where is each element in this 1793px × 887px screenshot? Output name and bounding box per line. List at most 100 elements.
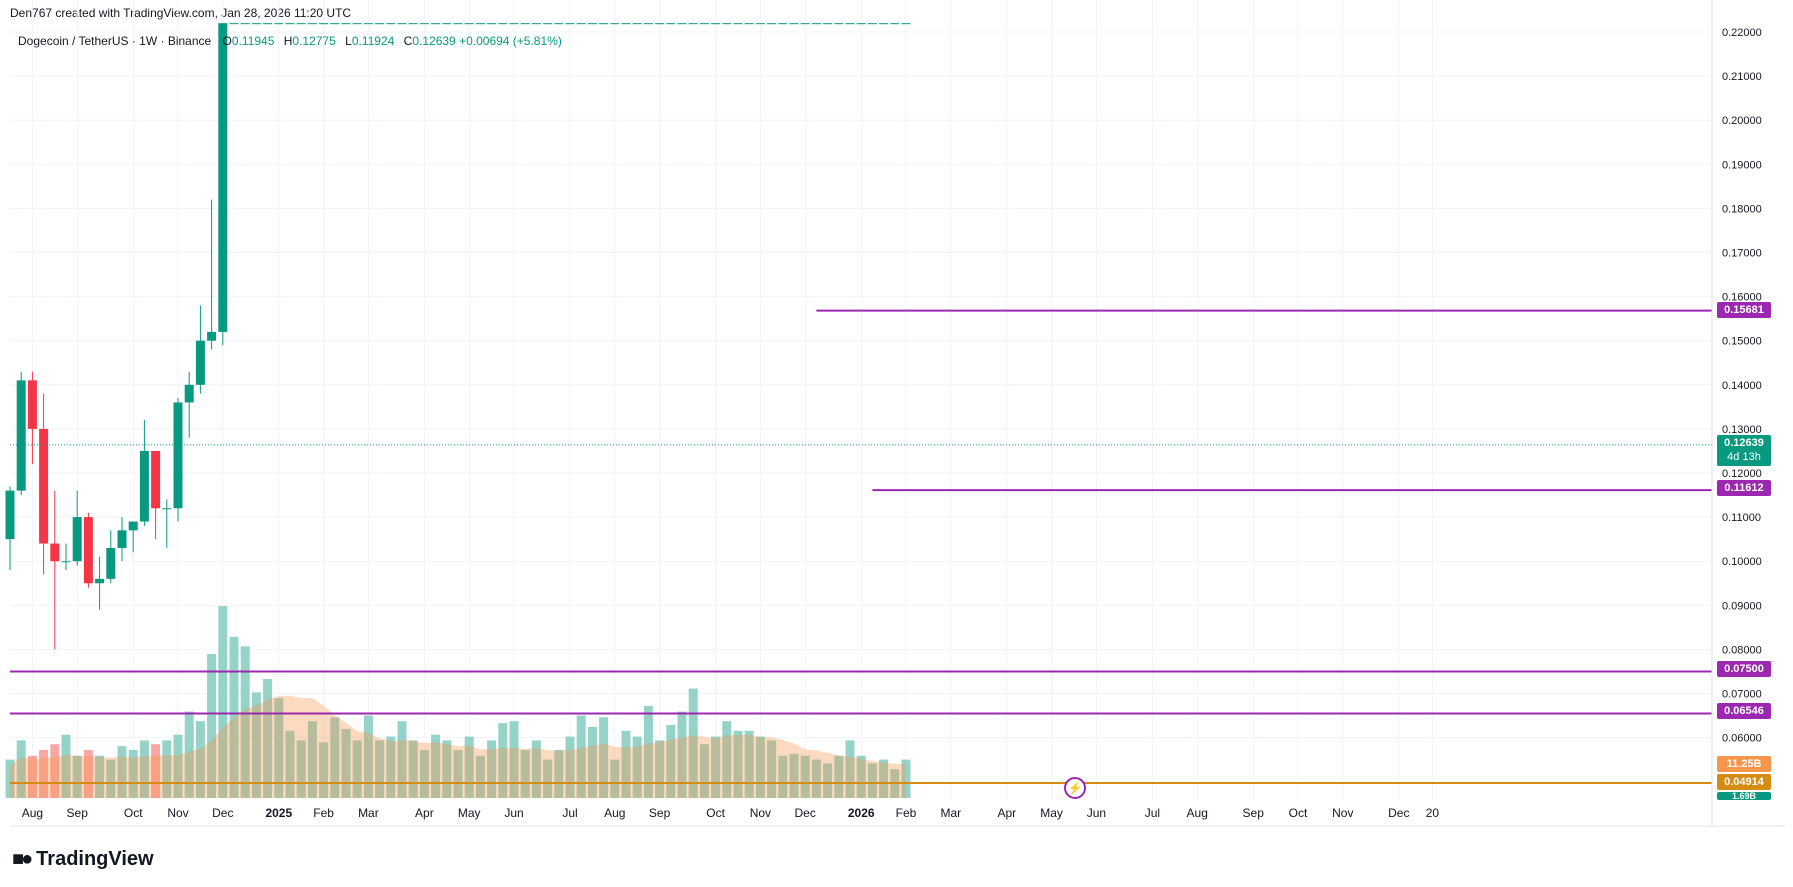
candle-body [543, 23, 553, 25]
candle [408, 23, 418, 25]
candle [229, 23, 239, 25]
volume-bar [655, 740, 665, 798]
volume-bar [643, 705, 653, 798]
low-label: L [345, 34, 352, 48]
volume-bar [363, 715, 373, 798]
tradingview-logo-icon: ■● [12, 848, 33, 870]
candle-body [879, 23, 889, 25]
candle-body [375, 23, 385, 25]
candle [655, 23, 665, 25]
candle-body [173, 402, 183, 509]
candle [128, 521, 138, 553]
x-tick-label: Mar [940, 806, 961, 820]
candle [464, 23, 474, 25]
volume-bar [397, 721, 407, 798]
candle [834, 23, 844, 25]
x-tick-label: Apr [415, 806, 434, 820]
candle-body [307, 23, 317, 25]
candle-body [274, 23, 284, 25]
level-tag-075: 0.07500 [1717, 661, 1771, 677]
candle [699, 23, 709, 25]
candle-body [755, 23, 765, 25]
candle [722, 23, 732, 25]
candle-body [106, 547, 116, 579]
candle-body [330, 23, 340, 25]
candle [498, 23, 508, 25]
volume-bar [621, 730, 631, 798]
candle [509, 23, 519, 25]
volume-bar [879, 759, 889, 798]
lightning-icon[interactable]: ⚡ [1064, 777, 1086, 799]
close-label: C [403, 34, 413, 48]
volume-bar [498, 723, 508, 798]
horizontal-levels [10, 309, 1712, 784]
volume-bar [95, 755, 105, 798]
x-tick-label: Jun [1087, 806, 1106, 820]
volume-small-tag: 1.69B [1717, 792, 1771, 800]
candle [755, 23, 765, 25]
candle-body [128, 521, 138, 531]
candle [296, 23, 306, 25]
volume-bar [610, 759, 620, 798]
candle [554, 23, 564, 25]
candle-body [655, 23, 665, 25]
candle-body [195, 340, 205, 385]
candle-body [139, 450, 149, 522]
candle [688, 23, 698, 25]
x-tick-label: Dec [212, 806, 233, 820]
open-value: 0.11945 [231, 34, 275, 48]
volume-bar [139, 740, 149, 798]
y-tick-label: 0.17000 [1722, 248, 1762, 260]
candle [319, 23, 329, 25]
volume-bar [5, 759, 15, 798]
candle [184, 371, 194, 438]
candle-body [576, 23, 586, 25]
volume-bar [666, 725, 676, 798]
candle-body [240, 23, 250, 25]
volume-bar [442, 740, 452, 798]
candle-body [498, 23, 508, 25]
candle-body [845, 23, 855, 25]
candle-body [722, 23, 732, 25]
volume-bar [901, 759, 911, 798]
candle [823, 23, 833, 25]
volume-bar [711, 736, 721, 798]
volume-bar [375, 740, 385, 798]
tradingview-logo[interactable]: ■● TradingView [12, 848, 154, 871]
candle-body [16, 380, 26, 491]
candle-body [867, 23, 877, 25]
y-tick-label: 0.06000 [1722, 733, 1762, 745]
volume-bar [587, 726, 597, 798]
volume-bar [218, 606, 228, 798]
candle [901, 23, 911, 25]
candle [632, 23, 642, 25]
volume-bar [811, 759, 821, 798]
candle-body [599, 23, 609, 25]
y-tick-label: 0.16000 [1722, 292, 1762, 304]
candle-body [554, 23, 564, 25]
volume-bar [386, 736, 396, 798]
candle-body [800, 23, 810, 25]
x-tick-label: May [1040, 806, 1063, 820]
candle [50, 490, 60, 650]
candle-body [890, 23, 900, 25]
candle [274, 23, 284, 25]
volume-bar [240, 646, 250, 798]
candle [27, 371, 37, 465]
candlesticks [5, 23, 911, 650]
level-tag-support: 0.11612 [1717, 480, 1771, 496]
y-tick-label: 0.09000 [1722, 600, 1762, 612]
candle-body [811, 23, 821, 25]
y-tick-label: 0.11000 [1722, 512, 1761, 524]
volume-bar [464, 736, 474, 798]
volume-bar [688, 688, 698, 798]
candle [879, 23, 889, 25]
candle [576, 23, 586, 25]
candle [207, 199, 217, 350]
x-tick-label: Feb [896, 806, 917, 820]
candle-body [408, 23, 418, 25]
x-tick-label: Mar [358, 806, 379, 820]
candle [397, 23, 407, 25]
candle [95, 556, 105, 610]
